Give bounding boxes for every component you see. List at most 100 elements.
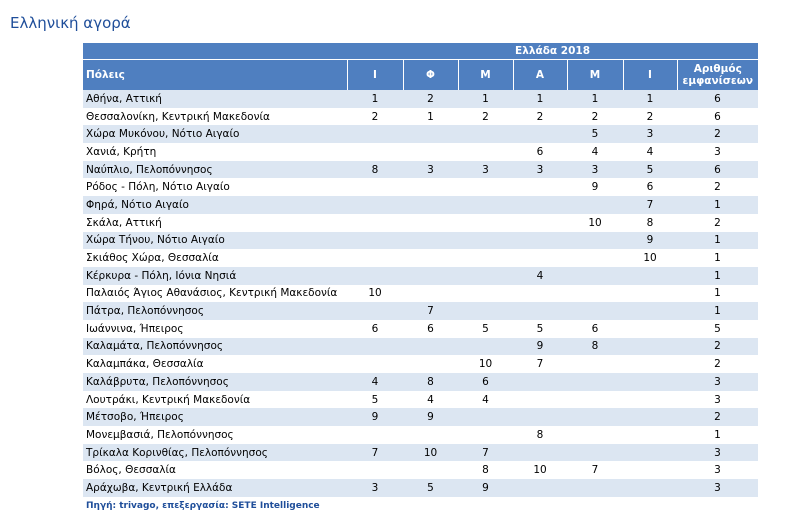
empty-cell: [567, 231, 623, 250]
table-row: Μέτσοβο, Ήπειρος 9 9 2: [83, 408, 759, 427]
empty-cell: [458, 214, 513, 232]
rank-cell: 7: [403, 302, 458, 320]
rank-cell: 4: [427, 393, 434, 406]
rank-cell: 6: [677, 90, 759, 108]
rank-cell: 3: [677, 479, 759, 497]
table-row: Καλαμπάκα, Θεσσαλία 10 7 2: [83, 355, 758, 373]
rank-cell: 10: [643, 252, 657, 265]
rank-cell: 9: [347, 408, 403, 427]
rank-cell: 1: [623, 90, 677, 108]
empty-cell: [403, 355, 458, 373]
empty-cell: [403, 249, 458, 267]
table-row: Κέρκυρα - Πόλη, Ιόνια Νησιά 4 1: [83, 266, 759, 285]
rank-cell: 2: [536, 110, 544, 123]
empty-cell: [623, 285, 677, 303]
rank-cell: 7: [623, 196, 677, 214]
empty-cell: [567, 302, 623, 320]
rank-cell: 3: [714, 145, 721, 158]
rank-cell: 3: [458, 160, 513, 179]
rank-cell: 2: [714, 216, 721, 229]
city-cell: Μέτσοβο, Ήπειρος: [83, 408, 347, 427]
rank-cell: 3: [403, 160, 458, 179]
table-row: Μονεμβασιά, Πελοπόννησος 8 1: [83, 426, 758, 444]
empty-cell: [623, 426, 677, 444]
rank-cell: 2: [714, 358, 721, 371]
empty-cell: [623, 479, 677, 497]
rank-cell: 1: [677, 302, 759, 320]
empty-cell: [623, 408, 677, 427]
column-header: Α: [513, 59, 568, 90]
rank-cell: 2: [646, 110, 654, 123]
city-cell: Τρίκαλα Κορινθίας, Πελοπόννησος: [83, 443, 347, 462]
empty-cell: [347, 355, 403, 373]
column-header: Μ: [458, 59, 514, 90]
rank-cell: 2: [677, 337, 759, 356]
empty-cell: [623, 373, 677, 391]
empty-cell: [403, 143, 458, 161]
rank-cell: 6: [371, 322, 379, 335]
empty-cell: [513, 249, 567, 267]
empty-cell: [347, 337, 403, 356]
column-header: Ι: [623, 59, 678, 90]
rank-cell: 2: [591, 110, 599, 123]
rank-cell: 2: [714, 181, 721, 194]
table-caption: Ελλάδα 2018: [347, 43, 759, 60]
rank-cell: 7: [458, 443, 513, 462]
rank-cell: 1: [714, 287, 721, 300]
empty-cell: [347, 461, 403, 479]
rank-cell: 3: [714, 464, 721, 477]
table-header: Ελλάδα 2018 Πόλεις Ι Φ Μ Α Μ Ι Αριθμός εμφανίσε…: [83, 43, 759, 90]
rank-cell: 1: [347, 90, 403, 108]
table-row: Αράχωβα, Κεντρική Ελλάδα 3 5 9 3: [83, 479, 759, 497]
rank-cell: 5: [371, 393, 379, 406]
empty-cell: [513, 443, 567, 462]
empty-cell: [458, 143, 513, 161]
table-row: Χανιά, Κρήτη 6 4 4 3: [83, 143, 758, 161]
empty-cell: [567, 391, 623, 409]
city-cell: Καλάβρυτα, Πελοπόννησος: [83, 373, 347, 391]
rank-cell: 4: [646, 145, 654, 158]
empty-cell: [567, 426, 623, 444]
empty-cell: [567, 266, 623, 285]
rank-cell: 2: [403, 90, 458, 108]
rank-cell: 4: [513, 266, 567, 285]
rank-cell: 5: [536, 322, 544, 335]
column-header: Μ: [567, 59, 624, 90]
empty-cell: [458, 249, 513, 267]
empty-cell: [567, 285, 623, 303]
table-row: Λουτράκι, Κεντρική Μακεδονία 5 4 4 3: [83, 391, 758, 409]
empty-cell: [458, 337, 513, 356]
city-cell: Θεσσαλονίκη, Κεντρική Μακεδονία: [86, 110, 270, 123]
rank-cell: 9: [403, 408, 458, 427]
table-row: Βόλος, Θεσσαλία 8 10 7 3: [83, 461, 758, 479]
city-cell: Χώρα Τήνου, Νότιο Αιγαίο: [83, 231, 347, 250]
empty-cell: [458, 426, 513, 444]
table-row: Καλαμάτα, Πελοπόννησος 9 8 2: [83, 337, 759, 356]
rank-cell: 1: [458, 90, 513, 108]
rank-cell: 1: [513, 90, 567, 108]
empty-cell: [623, 355, 677, 373]
city-cell: Κέρκυρα - Πόλη, Ιόνια Νησιά: [83, 266, 347, 285]
rank-cell: 6: [458, 373, 513, 391]
empty-cell: [403, 461, 458, 479]
empty-cell: [458, 178, 513, 196]
rank-cell: 10: [533, 464, 547, 477]
empty-cell: [347, 266, 403, 285]
table-row: Ιωάννινα, Ήπειρος 6 6 5 5 6 5: [83, 320, 758, 338]
empty-cell: [513, 408, 567, 427]
city-cell: Ιωάννινα, Ήπειρος: [86, 322, 184, 335]
table-row: Ρόδος - Πόλη, Νότιο Αιγαίο 9 6 2: [83, 178, 758, 196]
empty-cell: [623, 337, 677, 356]
rank-cell: 1: [714, 252, 721, 265]
empty-cell: [623, 302, 677, 320]
rank-cell: 8: [536, 428, 544, 441]
empty-cell: [403, 266, 458, 285]
rank-cell: 2: [677, 125, 759, 144]
empty-cell: [567, 355, 623, 373]
city-cell: Χανιά, Κρήτη: [86, 145, 157, 158]
empty-cell: [347, 125, 403, 144]
empty-cell: [458, 408, 513, 427]
city-cell: Καλαμπάκα, Θεσσαλία: [86, 358, 204, 371]
empty-cell: [567, 479, 623, 497]
city-cell: Μονεμβασιά, Πελοπόννησος: [86, 428, 234, 441]
